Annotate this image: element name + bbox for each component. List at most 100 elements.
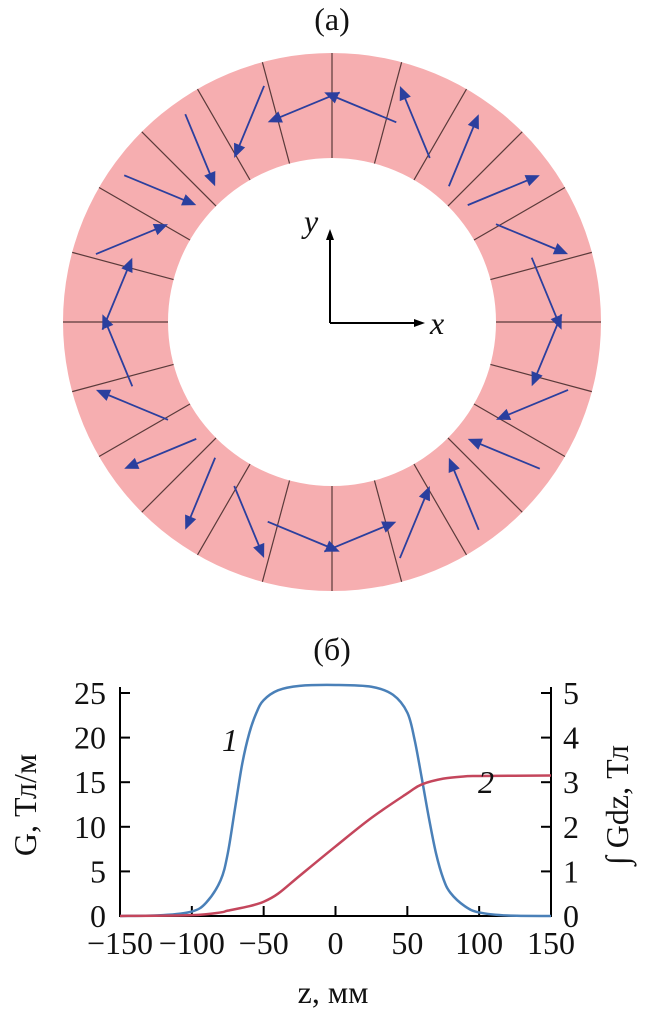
arrow-head xyxy=(121,257,133,273)
arrow-head xyxy=(204,171,216,187)
arrow-head xyxy=(267,111,283,123)
magnetization-arrow-icon xyxy=(495,223,569,255)
y-axis-label: y xyxy=(301,203,319,239)
x-tick-label: −50 xyxy=(239,925,289,961)
magnetization-arrow-icon xyxy=(185,457,216,530)
magnetization-arrow-icon xyxy=(467,175,540,206)
arrow-shaft xyxy=(105,323,134,387)
y-tick-label-right: 2 xyxy=(563,809,579,845)
arrow-head xyxy=(418,485,430,502)
segment-divider xyxy=(490,363,592,393)
segment-divider xyxy=(413,463,468,556)
arrow-head xyxy=(124,457,140,469)
magnetization-arrow-icon xyxy=(267,91,341,123)
y-arrowhead xyxy=(326,229,334,240)
x-tick-label: 50 xyxy=(391,925,423,961)
arrow-shaft xyxy=(467,178,531,206)
series-1-line xyxy=(119,683,552,918)
arrow-head xyxy=(467,438,483,450)
arrow-shaft xyxy=(133,438,197,466)
arrow-head xyxy=(102,314,114,330)
arrow-shaft xyxy=(233,485,262,550)
segment-divider xyxy=(473,403,566,458)
arrow-shaft xyxy=(402,94,431,159)
magnetization-arrow-icon xyxy=(95,224,169,255)
halbach-ring xyxy=(63,53,601,591)
arrow-shaft xyxy=(267,520,331,549)
arrow-shaft xyxy=(188,457,216,521)
arrow-shaft xyxy=(123,174,188,203)
arrow-shaft xyxy=(237,85,265,150)
y-tick-label-right: 0 xyxy=(563,898,579,934)
y-tick-label-left: 0 xyxy=(90,898,106,934)
segment-divider xyxy=(196,88,251,181)
arrow-shaft xyxy=(184,113,213,178)
magnetization-arrow-icon xyxy=(531,313,563,387)
arrow-shaft xyxy=(530,257,559,321)
arrow-shaft xyxy=(333,95,397,124)
arrow-head xyxy=(531,371,543,387)
magnetization-arrow-icon xyxy=(399,85,431,159)
y-axis-title-right: ∫ Gdz, Тл xyxy=(599,745,637,867)
x-tick-label: 150 xyxy=(527,925,575,961)
magnetization-arrow-icon xyxy=(184,113,216,187)
segment-divider xyxy=(373,480,403,582)
arrow-head xyxy=(181,194,197,206)
magnetization-arrow-icon xyxy=(124,438,197,469)
arrow-shaft xyxy=(276,91,341,120)
arrow-shaft xyxy=(95,227,160,255)
y-tick-label-right: 4 xyxy=(563,720,579,756)
segment-divider xyxy=(72,363,174,393)
panel-a-title: (а) xyxy=(314,1,350,37)
segment-divider xyxy=(141,437,217,513)
magnetization-arrow-icon xyxy=(495,389,569,420)
series-1-label: 1 xyxy=(222,722,238,758)
arrow-shaft xyxy=(323,524,388,553)
arrow-shaft xyxy=(476,441,541,470)
arrow-head xyxy=(95,389,112,401)
x-tick-label: −150 xyxy=(87,925,153,961)
arrow-head xyxy=(552,243,569,255)
arrow-head xyxy=(234,142,246,159)
segment-divider xyxy=(98,403,191,458)
segment-divider xyxy=(72,251,174,281)
segment-divider xyxy=(261,62,291,164)
x-tick-label: 0 xyxy=(328,925,344,961)
panel-b-title: (б) xyxy=(313,631,351,667)
segment-divider xyxy=(447,437,523,513)
y-tick-label-right: 3 xyxy=(563,764,579,800)
arrow-shaft xyxy=(399,494,427,559)
x-tick-label: 100 xyxy=(455,925,503,961)
arrow-head xyxy=(381,521,397,533)
arrow-head xyxy=(253,542,265,559)
arrow-head xyxy=(448,457,460,473)
arrow-shaft xyxy=(451,466,480,531)
arrow-head xyxy=(495,408,512,420)
arrow-shaft xyxy=(504,389,569,417)
segment-divider xyxy=(473,186,566,241)
arrow-head xyxy=(152,224,169,236)
arrow-shaft xyxy=(534,313,563,378)
magnetization-arrow-icon xyxy=(448,114,479,187)
coordinate-axes: x y xyxy=(301,203,444,341)
magnetization-arrow-icon xyxy=(95,389,169,421)
magnetization-arrow-icon xyxy=(123,174,197,206)
magnetization-arrow-icon xyxy=(233,485,265,559)
y-tick-label-left: 20 xyxy=(74,720,106,756)
arrow-shaft xyxy=(104,392,169,421)
x-axis-title: z, мм xyxy=(298,974,369,1010)
y-tick-label-left: 25 xyxy=(74,675,106,711)
arrow-head xyxy=(467,114,479,130)
y-tick-label-right: 5 xyxy=(563,675,579,711)
arrow-head xyxy=(185,514,197,530)
x-tick-label: −100 xyxy=(159,925,225,961)
magnetization-arrow-icon xyxy=(448,457,480,531)
arrow-shaft xyxy=(448,123,476,187)
arrow-head xyxy=(524,175,540,187)
magnetization-arrow-icon xyxy=(234,85,265,159)
x-arrowhead xyxy=(414,319,425,327)
x-axis-label: x xyxy=(429,305,444,341)
series-2-label: 2 xyxy=(478,764,494,800)
